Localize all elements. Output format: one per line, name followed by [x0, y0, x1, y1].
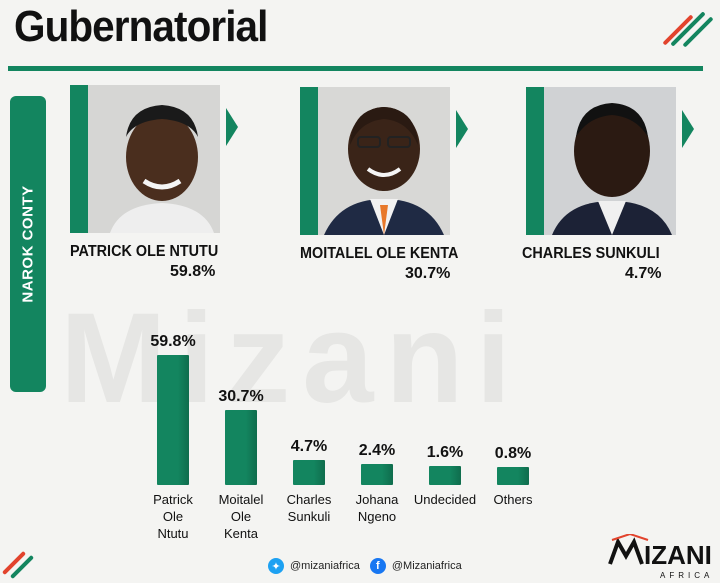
person-silhouette-icon	[300, 87, 450, 235]
bar-category-label: Johana Ngeno	[355, 492, 399, 524]
bar-3	[293, 460, 325, 485]
bar-1	[157, 355, 189, 485]
county-label-tab: NAROK CONTY	[10, 96, 46, 392]
bar-category-label: Patrick Ole Ntutu	[153, 492, 193, 541]
bar-6	[497, 467, 529, 485]
person-silhouette-icon	[526, 87, 676, 235]
bar-value-label: 2.4%	[358, 442, 396, 460]
bar-category-label: Undecided	[413, 492, 477, 507]
decorative-stripes-bottom	[1, 548, 35, 583]
twitter-handle[interactable]: @mizaniafrica	[290, 560, 360, 572]
bar-category-label: Others	[493, 492, 533, 507]
bar-value-label: 0.8%	[494, 445, 532, 463]
county-label: NAROK CONTY	[19, 185, 37, 303]
candidate-photo-2	[300, 87, 450, 235]
mizani-logo: IZANI AFRICA	[608, 532, 718, 582]
svg-text:AFRICA: AFRICA	[660, 571, 713, 580]
watermark: Mizani	[60, 287, 524, 430]
bar-category-label: Charles Sunkuli	[286, 492, 332, 524]
candidate-photo-1	[70, 85, 220, 233]
arrow-icon	[226, 108, 238, 146]
arrow-icon	[456, 110, 468, 148]
facebook-icon: f	[369, 558, 386, 574]
twitter-icon: ✦	[268, 558, 284, 574]
bar-value-label: 30.7%	[218, 388, 264, 406]
page-title: Gubernatorial	[14, 2, 268, 51]
candidate-name-1: PATRICK OLE NTUTU	[70, 243, 219, 260]
bar-4	[361, 464, 393, 485]
bar-value-label: 4.7%	[290, 438, 328, 456]
title-divider	[8, 66, 703, 71]
bar-2	[225, 410, 257, 485]
stripe-green	[9, 554, 35, 580]
social-footer: ✦ @mizaniafrica f @Mizaniafrica	[268, 556, 462, 576]
decorative-stripes-top	[660, 6, 714, 56]
facebook-handle[interactable]: @Mizaniafrica	[391, 560, 462, 572]
bar-value-label: 1.6%	[426, 443, 464, 461]
bar-value-label: 59.8%	[150, 333, 196, 350]
candidate-pct-1: 59.8%	[170, 263, 216, 280]
arrow-icon	[682, 110, 694, 148]
candidate-pct-2: 30.7%	[405, 265, 451, 282]
mizani-logo-icon: IZANI AFRICA	[608, 532, 713, 580]
person-silhouette-icon	[70, 85, 220, 233]
candidate-pct-3: 4.7%	[625, 265, 662, 282]
candidate-photo-3	[526, 87, 676, 235]
bar-5	[429, 465, 461, 485]
bar-category-label: Moitalel Ole Kenta	[218, 492, 264, 541]
svg-text:IZANI: IZANI	[644, 540, 712, 570]
candidate-name-3: CHARLES SUNKULI	[522, 245, 660, 262]
candidate-name-2: MOITALEL OLE KENTA	[300, 245, 459, 262]
